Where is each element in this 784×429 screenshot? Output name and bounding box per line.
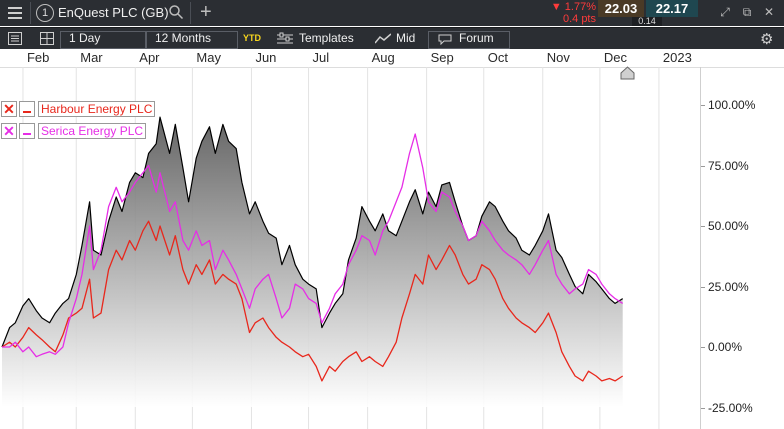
x-tick-label: May <box>196 50 221 65</box>
series-line-enquest-plc-gb <box>1 116 624 348</box>
gear-icon[interactable]: ⚙ <box>760 31 774 48</box>
swatch-line <box>23 111 31 113</box>
instrument-title[interactable]: EnQuest PLC (GB) <box>58 5 169 20</box>
plus-icon[interactable]: + <box>200 1 212 23</box>
event-marker-icon[interactable] <box>620 66 635 80</box>
title-bar: 1 EnQuest PLC (GB) + ▼ 1.77% 0.4 pts 22.… <box>0 0 784 26</box>
swatch-line <box>23 133 31 135</box>
list-icon[interactable] <box>8 32 22 45</box>
series-line-harbour-energy-plc <box>1 220 624 382</box>
y-tick-mark <box>701 286 705 288</box>
templates-icon <box>277 32 293 44</box>
x-tick-label: Jun <box>255 50 277 65</box>
y-tick-mark <box>701 347 705 348</box>
series-line-serica-energy-plc <box>2 133 624 358</box>
y-axis: 100.00% 75.00% 50.00% 25.00% 0.00% -25.00% <box>700 67 784 429</box>
y-tick-label: 50.00% <box>708 219 749 233</box>
divider <box>190 2 191 24</box>
x-axis: Feb Mar Apr May Jun Jul Aug Sep Oct Nov Dec 2023 <box>0 49 784 68</box>
ytd-button[interactable]: YTD <box>243 33 261 43</box>
forum-icon <box>438 34 452 45</box>
change-points: 0.4 pts <box>562 13 596 25</box>
templates-button[interactable]: Templates <box>299 31 354 45</box>
series-swatch[interactable] <box>19 101 35 117</box>
y-tick-label: -25.00% <box>708 400 753 415</box>
window-number: 1 <box>36 4 54 22</box>
remove-series-icon[interactable]: ✕ <box>1 123 17 139</box>
x-tick-label: Aug <box>371 50 395 65</box>
layout-icon[interactable] <box>40 32 54 45</box>
y-tick-label: 100.00% <box>708 98 756 112</box>
forum-label: Forum <box>459 31 494 45</box>
interval-select[interactable] <box>60 31 146 49</box>
series-swatch[interactable] <box>19 123 35 139</box>
y-tick-label: 25.00% <box>708 279 749 294</box>
close-icon[interactable]: ✕ <box>763 5 775 19</box>
chart-plot-area[interactable] <box>0 67 700 429</box>
change-percent: ▼ 1.77% <box>550 1 596 13</box>
forum-box[interactable] <box>428 31 510 49</box>
spread-value: 0.14 <box>632 17 662 26</box>
legend-label[interactable]: Serica Energy PLC <box>38 123 147 139</box>
y-tick-label: 0.00% <box>708 340 743 354</box>
y-tick-mark <box>701 407 705 409</box>
chart-toolbar: 1 Day 12 Months YTD Templates Mid Forum … <box>0 27 784 50</box>
x-tick-label: Sep <box>430 50 454 65</box>
x-tick-label: Dec <box>603 50 627 65</box>
y-tick-label: 75.00% <box>708 158 749 173</box>
x-tick-label: 2023 <box>662 50 692 65</box>
period-select[interactable] <box>146 31 238 49</box>
bid-price[interactable]: 22.03 <box>598 0 644 17</box>
series-area-enquest <box>2 117 623 407</box>
x-tick-label: Nov <box>546 50 570 65</box>
interval-label: 1 Day <box>69 31 101 45</box>
ask-price[interactable]: 22.17 <box>646 0 698 17</box>
price-type-button[interactable]: Mid <box>396 31 416 45</box>
x-tick-label: Jul <box>312 50 330 65</box>
x-tick-label: Feb <box>26 50 50 65</box>
legend-label[interactable]: Harbour Energy PLC <box>38 101 156 117</box>
x-tick-label: Apr <box>139 50 160 65</box>
expand-icon[interactable]: ⤢ <box>720 5 730 19</box>
remove-series-icon[interactable]: ✕ <box>1 101 17 117</box>
y-tick-mark <box>701 105 705 106</box>
x-tick-label: Oct <box>487 50 508 65</box>
y-tick-mark <box>701 165 705 167</box>
y-tick-mark <box>701 226 705 227</box>
price-change: ▼ 1.77% 0.4 pts <box>540 0 596 26</box>
popout-icon[interactable]: ⧉ <box>742 5 752 19</box>
divider <box>30 2 31 24</box>
hamburger-icon[interactable] <box>8 4 22 22</box>
x-tick-label: Mar <box>80 50 103 65</box>
search-icon[interactable] <box>168 4 184 20</box>
line-chart-icon <box>375 33 391 44</box>
period-label: 12 Months <box>155 31 212 45</box>
